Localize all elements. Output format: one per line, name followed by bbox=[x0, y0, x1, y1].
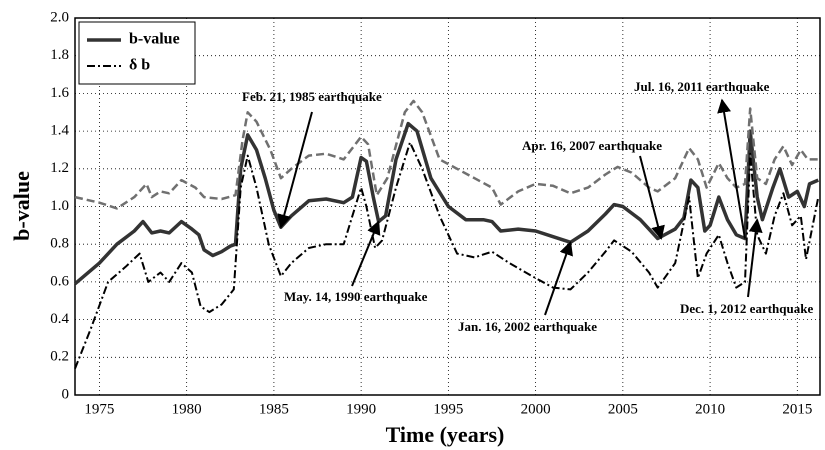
legend-box bbox=[78, 21, 196, 85]
x-tick-label: 1980 bbox=[172, 401, 202, 417]
annotation-arrow bbox=[544, 240, 573, 316]
y-tick-label: 0.4 bbox=[50, 311, 69, 327]
x-tick-label: 2000 bbox=[521, 401, 551, 417]
y-tick-label: 2.0 bbox=[50, 9, 69, 25]
y-tick-label: 1.2 bbox=[50, 160, 69, 176]
x-tick-label: 1985 bbox=[259, 401, 289, 417]
annotation-arrow bbox=[717, 98, 746, 239]
annotation-label: Dec. 1, 2012 earthquake bbox=[680, 301, 813, 316]
x-tick-label: 1995 bbox=[433, 401, 463, 417]
y-tick-label: 0.6 bbox=[50, 273, 69, 289]
x-tick-label: 2010 bbox=[695, 401, 725, 417]
annotation-arrow bbox=[747, 218, 763, 298]
annotation-arrow bbox=[639, 155, 665, 240]
y-tick-label: 1.8 bbox=[50, 47, 69, 63]
y-tick-label: 1.0 bbox=[50, 198, 69, 214]
x-tick-label: 1990 bbox=[346, 401, 376, 417]
annotation-arrow bbox=[351, 220, 381, 287]
y-tick-label: 1.6 bbox=[50, 85, 69, 101]
series-line bbox=[73, 121, 819, 286]
annotation-label: Jan. 16, 2002 earthquake bbox=[458, 319, 597, 334]
annotation-label: May. 14, 1990 earthquake bbox=[284, 289, 428, 304]
x-axis-label: Time (years) bbox=[386, 422, 505, 447]
y-tick-label: 0 bbox=[62, 386, 70, 402]
x-tick-label: 1975 bbox=[84, 401, 114, 417]
annotation-label: Jul. 16, 2011 earthquake bbox=[634, 79, 770, 94]
annotation-label: Apr. 16, 2007 earthquake bbox=[522, 138, 662, 153]
x-tick-label: 2015 bbox=[782, 401, 812, 417]
y-tick-label: 0.2 bbox=[50, 349, 69, 365]
annotation-arrow bbox=[277, 111, 313, 229]
x-tick-label: 2005 bbox=[608, 401, 638, 417]
legend-label: b-value bbox=[129, 31, 180, 48]
legend-label: δ b bbox=[129, 57, 150, 74]
y-tick-label: 0.8 bbox=[50, 236, 69, 252]
series-line bbox=[74, 141, 820, 369]
y-axis-label: b-value bbox=[9, 171, 34, 241]
y-tick-label: 1.4 bbox=[50, 123, 69, 139]
annotation-label: Feb. 21, 1985 earthquake bbox=[242, 89, 382, 104]
